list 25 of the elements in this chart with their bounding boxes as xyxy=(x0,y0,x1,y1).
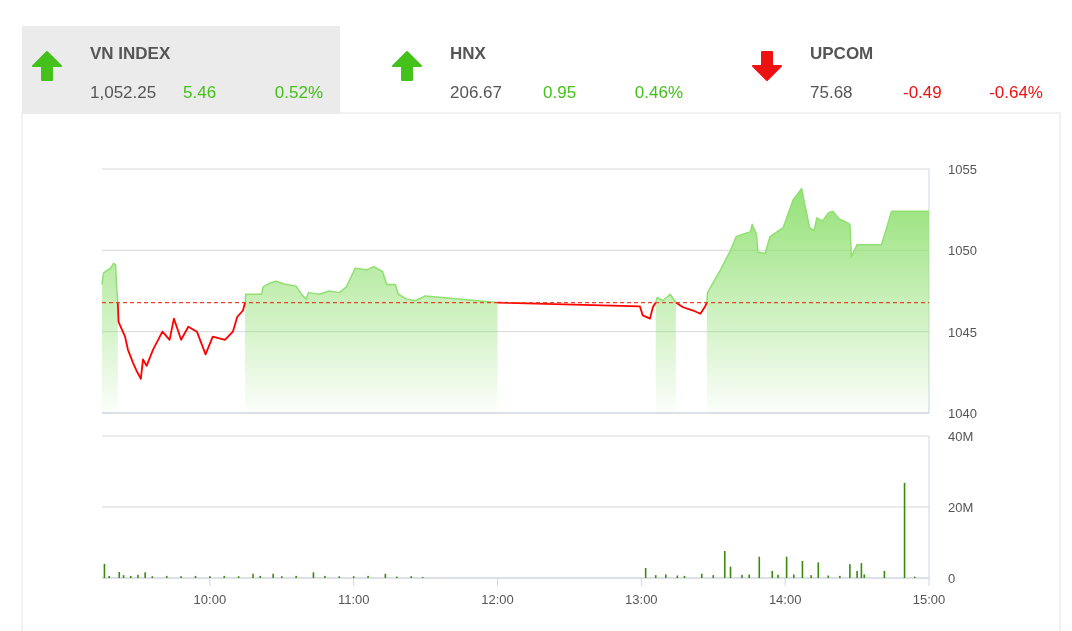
y-tick-label: 40M xyxy=(948,429,974,444)
y-tick-label: 20M xyxy=(948,500,974,515)
text: 0.52% xyxy=(274,83,323,102)
x-tick-label: 13:00 xyxy=(625,592,658,607)
text: -0.49 xyxy=(903,83,942,102)
x-tick-label: 15:00 xyxy=(912,592,946,607)
y-tick-label: 1045 xyxy=(948,324,977,340)
text: 5.46 xyxy=(183,83,217,102)
y-tick-label: 0 xyxy=(948,571,956,586)
text: 0.46% xyxy=(634,83,683,102)
x-tick-label: 12:00 xyxy=(481,592,514,607)
y-tick-label: 1050 xyxy=(948,243,977,259)
text: 75.68 xyxy=(810,83,853,102)
y-tick-label: 1055 xyxy=(948,162,977,177)
x-tick-label: 10:00 xyxy=(193,592,227,607)
text: VN INDEX xyxy=(90,44,171,63)
x-tick-label: 14:00 xyxy=(768,592,802,607)
x-tick-label: 11:00 xyxy=(337,592,370,607)
y-tick-label: 1040 xyxy=(948,406,977,421)
text: -0.64% xyxy=(989,83,1043,102)
text: UPCOM xyxy=(810,44,874,63)
text: 0.95 xyxy=(543,83,577,102)
text: 206.67 xyxy=(450,83,502,102)
text: HNX xyxy=(450,44,487,63)
text: 1,052.25 xyxy=(90,83,157,102)
